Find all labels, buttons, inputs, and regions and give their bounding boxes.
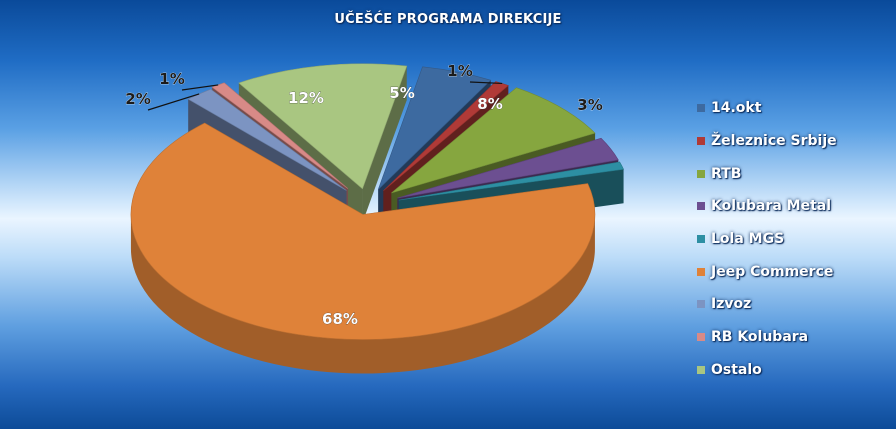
legend-swatch [697, 137, 705, 146]
legend-label: Lola MGS [711, 231, 785, 248]
legend-swatch [697, 169, 705, 178]
data-label: 12% [288, 89, 324, 107]
legend-swatch [697, 365, 705, 374]
leader-line [469, 81, 503, 85]
pie-slice-wall [362, 66, 407, 223]
legend-label: Kolubara Metal [711, 198, 832, 215]
legend-item-rtb: RTB [697, 157, 887, 190]
legend-item-zeleznice-srbije: Železnice Srbije [697, 125, 887, 158]
data-label: 1% [159, 70, 184, 88]
pie-slice-lola-mgs [398, 161, 625, 201]
chart-title: UČEŠĆE PROGRAMA DIREKCIJE [334, 12, 562, 27]
pie-slice-rb-kolubara [211, 82, 349, 189]
data-label: 1% [447, 62, 472, 80]
legend-label: 14.okt [711, 100, 762, 117]
legend-swatch [697, 104, 705, 113]
leader-line [181, 84, 219, 91]
data-label: 2% [125, 90, 150, 108]
pie-slice-izvoz [187, 88, 347, 191]
data-label: 5% [389, 84, 414, 102]
legend-label: RTB [711, 165, 742, 182]
pie-slice-rtb [391, 87, 596, 194]
pie-slice-jeep-commerce [130, 122, 596, 340]
pie-slice-ostalo [238, 63, 408, 190]
legend-label: Ostalo [711, 361, 762, 378]
pie-slice-kolubara-metal [397, 137, 619, 199]
legend-item-rb-kolubara: RB Kolubara [697, 321, 887, 354]
data-label: 3% [577, 96, 602, 114]
chart-legend: 14.okt Železnice Srbije RTB Kolubara Met… [697, 92, 887, 386]
legend-item-ostalo: Ostalo [697, 354, 887, 387]
leader-line [147, 93, 200, 111]
data-label: 68% [322, 310, 358, 328]
legend-label: Jeep Commerce [711, 263, 834, 280]
legend-swatch [697, 235, 705, 244]
legend-item-lola-mgs: Lola MGS [697, 223, 887, 256]
legend-swatch [697, 300, 705, 309]
legend-item-kolubara-metal: Kolubara Metal [697, 190, 887, 223]
legend-swatch [697, 267, 705, 276]
legend-label: Izvoz [711, 296, 752, 313]
legend-item-14-okt: 14.okt [697, 92, 887, 125]
legend-swatch [697, 333, 705, 342]
legend-item-jeep-commerce: Jeep Commerce [697, 255, 887, 288]
pie-slice-14-okt [377, 66, 492, 190]
legend-swatch [697, 202, 705, 211]
data-label: 8% [477, 95, 502, 113]
pie-slice-rim [130, 214, 595, 374]
legend-label: Železnice Srbije [711, 133, 837, 150]
legend-item-izvoz: Izvoz [697, 288, 887, 321]
legend-label: RB Kolubara [711, 329, 809, 346]
